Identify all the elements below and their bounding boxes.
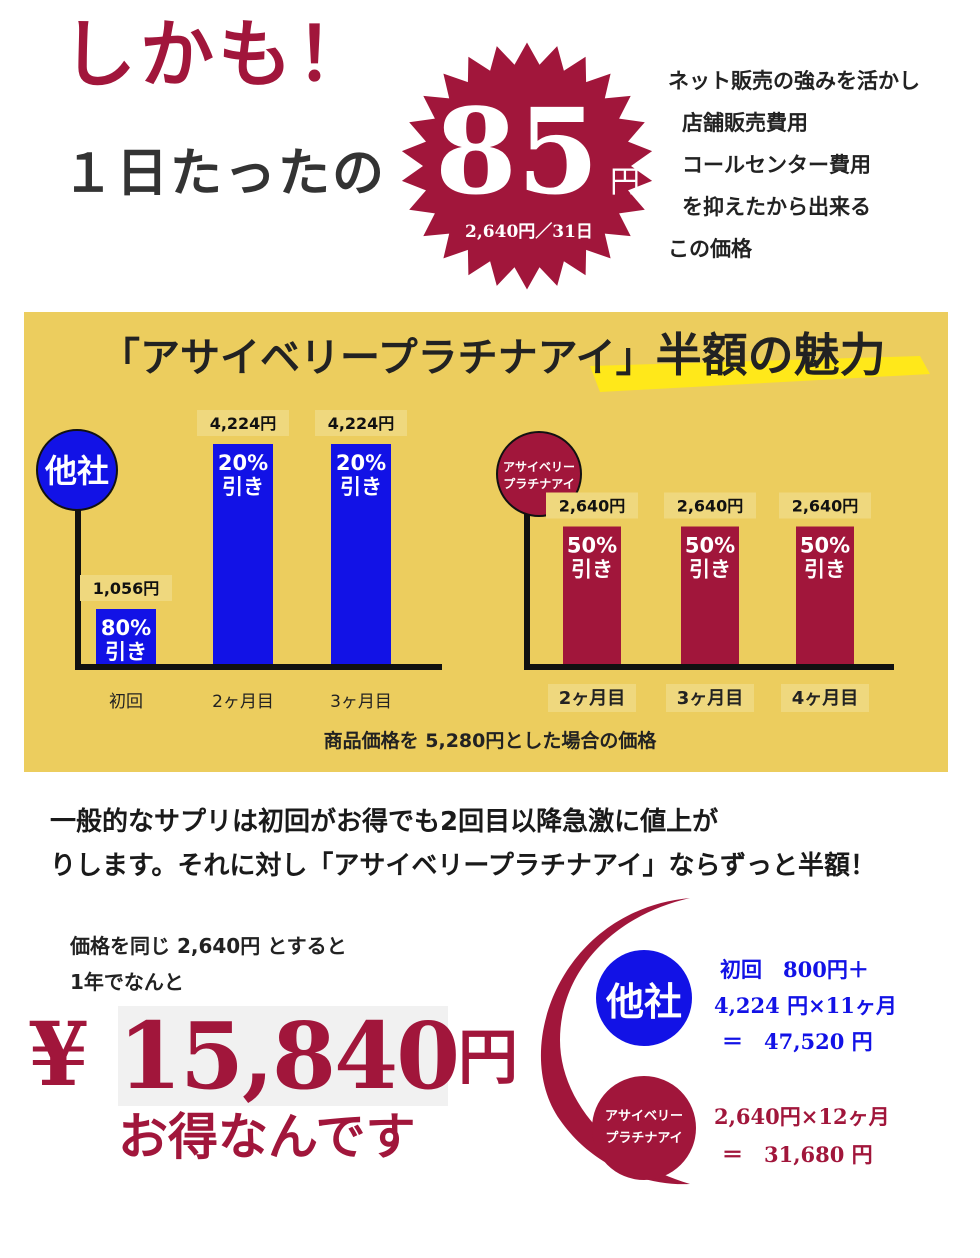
price-number: 85 bbox=[435, 82, 599, 221]
category-label: 3ヶ月目 bbox=[677, 688, 744, 709]
chart-legend-circle bbox=[36, 429, 118, 511]
chart-bar bbox=[796, 526, 854, 664]
chart-legend-label: 他社 bbox=[44, 452, 109, 490]
category-label-bg bbox=[548, 684, 636, 712]
value-label-bg bbox=[197, 410, 289, 436]
chart-axis bbox=[75, 492, 442, 670]
paragraph-line: りします。それに対し「アサイベリープラチナアイ」ならずっと半額！ bbox=[50, 851, 877, 881]
product-badge-line: プラチナアイ bbox=[605, 1131, 683, 1146]
discount-label: 引き bbox=[340, 475, 382, 499]
reason-line: 店舗販売費用 bbox=[682, 111, 808, 135]
panel-note: 商品価格を 5,280円とした場合の価格 bbox=[323, 730, 657, 752]
discount-label: 引き bbox=[689, 558, 731, 582]
value-label: 4,224円 bbox=[210, 414, 277, 433]
other-calc-line: ＝ 47,520 円 bbox=[722, 1029, 873, 1054]
panel-title-product: 「アサイベリープラチナアイ」 bbox=[100, 335, 656, 381]
other-calc-line: 4,224 円×11ヶ月 bbox=[714, 993, 897, 1018]
panel-title-tail: 半額の魅力 bbox=[655, 328, 886, 382]
chart-bar bbox=[563, 526, 621, 664]
reason-line: ネット販売の強みを活かし bbox=[668, 69, 920, 93]
chart-axis bbox=[524, 492, 894, 670]
value-label: 2,640円 bbox=[792, 497, 859, 516]
yen-mark: ¥ bbox=[28, 1002, 90, 1106]
chart-bar bbox=[681, 526, 739, 664]
condition-line: 1年でなんと bbox=[70, 970, 184, 994]
starburst-shape bbox=[401, 42, 653, 290]
category-label: 2ヶ月目 bbox=[212, 692, 274, 712]
savings-unit: 円 bbox=[458, 1023, 518, 1093]
product-calc: 2,640円×12ヶ月 ＝ 31,680 円 bbox=[714, 1098, 890, 1174]
value-label-bg bbox=[315, 410, 407, 436]
discount-label: 20% bbox=[218, 451, 268, 475]
reason-text: ネット販売の強みを活かし 店舗販売費用 コールセンター費用 を抑えたから出来る … bbox=[668, 60, 920, 270]
price-unit: 円 bbox=[610, 165, 640, 200]
discount-label: 引き bbox=[571, 558, 613, 582]
other-calc-line: 初回 800円＋ bbox=[720, 957, 869, 982]
discount-label: 50% bbox=[567, 534, 617, 558]
value-label: 2,640円 bbox=[559, 497, 626, 516]
discount-label: 引き bbox=[222, 475, 264, 499]
value-label: 2,640円 bbox=[677, 497, 744, 516]
discount-label: 50% bbox=[685, 534, 735, 558]
savings-amount: 15,840 bbox=[118, 1002, 460, 1110]
savings-tail: お得なんです bbox=[118, 1107, 416, 1166]
discount-label: 50% bbox=[800, 534, 850, 558]
value-label-bg bbox=[779, 492, 871, 519]
chart-bar bbox=[96, 609, 156, 664]
category-label: 3ヶ月目 bbox=[330, 692, 392, 712]
price-calc: 2,640円／31日 bbox=[465, 221, 593, 242]
explanation-paragraph: 一般的なサプリは初回がお得でも2回目以降急激に値上が りします。それに対し「アサ… bbox=[50, 800, 876, 888]
discount-label: 80% bbox=[101, 616, 151, 640]
reason-line: この価格 bbox=[668, 237, 752, 261]
chart-bar bbox=[331, 444, 391, 664]
category-label-bg bbox=[666, 684, 754, 712]
title-highlight bbox=[590, 356, 930, 392]
value-label: 4,224円 bbox=[328, 414, 395, 433]
category-label: 4ヶ月目 bbox=[792, 688, 859, 709]
paragraph-line: 一般的なサプリは初回がお得でも2回目以降急激に値上が bbox=[50, 807, 719, 837]
value-label-bg bbox=[546, 492, 638, 519]
value-label-bg bbox=[664, 492, 756, 519]
value-label: 1,056円 bbox=[93, 579, 160, 598]
savings-amount-box: 15,840 bbox=[118, 1002, 460, 1110]
crescent-decoration bbox=[540, 898, 690, 1185]
other-calc: 初回 800円＋ 4,224 円×11ヶ月 ＝ 47,520 円 bbox=[714, 952, 897, 1060]
condition-line: 価格を同じ 2,640円 とすると bbox=[70, 934, 347, 958]
chart-legend-label: アサイベリー bbox=[503, 460, 575, 474]
headline: しかも！ bbox=[62, 12, 374, 98]
discount-label: 引き bbox=[804, 558, 846, 582]
chart-bar bbox=[213, 444, 273, 664]
comparison-charts: 他社1,056円80%引き初回4,224円20%引き2ヶ月目4,224円20%引… bbox=[36, 410, 894, 712]
other-company-badge: 他社 bbox=[596, 950, 692, 1046]
subline: １日たったの bbox=[62, 143, 387, 204]
panel-title: 「アサイベリープラチナアイ」半額の魅力 bbox=[100, 328, 886, 383]
discount-label: 20% bbox=[336, 451, 386, 475]
product-calc-line: 2,640円×12ヶ月 bbox=[714, 1104, 890, 1129]
reason-line: を抑えたから出来る bbox=[682, 195, 871, 219]
product-badge: アサイベリー プラチナアイ bbox=[592, 1076, 696, 1180]
chart-legend-label: プラチナアイ bbox=[503, 476, 574, 491]
product-badge-line: アサイベリー bbox=[604, 1109, 683, 1124]
product-calc-line: ＝ 31,680 円 bbox=[722, 1142, 873, 1167]
category-label: 2ヶ月目 bbox=[559, 688, 626, 709]
reason-line: コールセンター費用 bbox=[682, 153, 871, 177]
category-label-bg bbox=[781, 684, 869, 712]
value-label-bg bbox=[80, 575, 172, 601]
price-starburst: 85 円 2,640円／31日 bbox=[401, 42, 653, 290]
discount-label: 引き bbox=[105, 640, 147, 664]
category-label: 初回 bbox=[109, 692, 143, 712]
